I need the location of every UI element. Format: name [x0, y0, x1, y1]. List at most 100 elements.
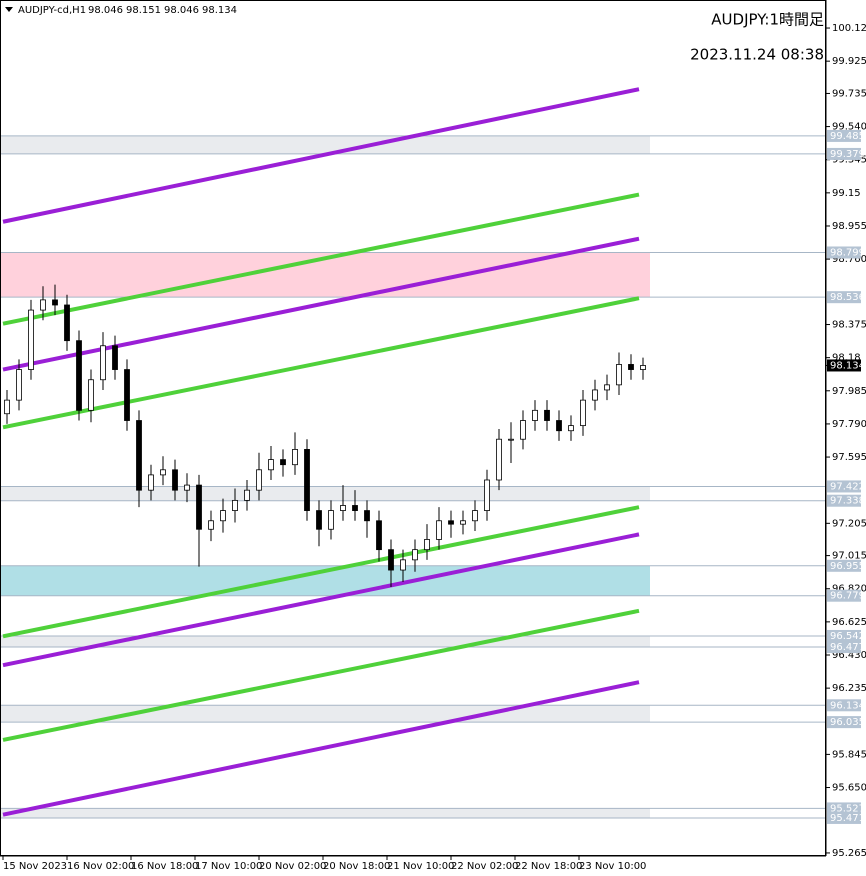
candle-body — [52, 299, 58, 306]
candle-body — [208, 520, 214, 530]
candle-body — [400, 559, 406, 571]
candle-body — [616, 364, 622, 386]
candle-body — [364, 510, 370, 522]
candle-body — [460, 520, 466, 525]
candle-body — [544, 409, 550, 421]
x-tick-label: 16 Nov 02:00 — [67, 861, 134, 872]
trend-line — [2, 505, 640, 639]
level-label: 96.134 — [830, 700, 865, 711]
candle-body — [136, 420, 142, 491]
candle-body — [28, 309, 34, 370]
trend-line — [2, 236, 640, 372]
x-tick-label: 22 Nov 18:00 — [515, 861, 582, 872]
header-value: 98.151 — [126, 5, 161, 16]
level-label: 97.422 — [830, 481, 865, 492]
level-label-bg — [827, 699, 861, 712]
candle-body — [100, 345, 106, 381]
candle-body — [112, 345, 118, 370]
y-tick-label: 96.235 — [832, 683, 866, 694]
y-tick-label: 99.540 — [832, 122, 866, 133]
candle-body — [436, 520, 442, 540]
level-label: 96.779 — [830, 591, 865, 602]
candle-body — [640, 365, 646, 370]
level-label-bg — [827, 641, 861, 654]
last-price-label: 98.134 — [830, 360, 865, 371]
level-label-bg — [827, 716, 861, 729]
level-label-bg — [827, 559, 861, 572]
y-tick-label: 96.430 — [832, 650, 866, 661]
level-label-bg — [827, 147, 861, 160]
candle-body — [604, 384, 610, 391]
header-value: 98.046 — [164, 5, 199, 16]
candle-body — [220, 510, 226, 522]
header: AUDJPY-cd,H1 AUDJPY:1時間足 2023.11.24 08:3… — [5, 5, 824, 64]
last-price-bg — [827, 359, 861, 372]
candle-body — [376, 520, 382, 551]
level-label-bg — [827, 589, 861, 602]
header-symbol: AUDJPY-cd,H1 — [18, 5, 86, 16]
trend-lines — [2, 87, 640, 817]
trend-line — [2, 532, 640, 668]
trend-line — [2, 680, 640, 817]
y-tick-label: 98.18 — [832, 353, 861, 364]
trend-line — [2, 87, 640, 224]
level-label: 96.035 — [830, 717, 865, 728]
candle-body — [352, 505, 358, 511]
annotation: 2023.11.24 08:38 — [690, 46, 824, 64]
candle-body — [232, 499, 238, 511]
level-label: 98.536 — [830, 292, 865, 303]
candle-body — [292, 449, 298, 466]
header-value: 98.046 — [88, 5, 123, 16]
y-tick-label: 100.120 — [832, 23, 866, 34]
candle-body — [256, 469, 262, 491]
y-tick-label: 98.375 — [832, 320, 866, 331]
plot-frame — [0, 0, 826, 856]
candle-body — [64, 304, 70, 342]
candle-body — [340, 505, 346, 511]
x-tick-label: 17 Nov 10:00 — [195, 861, 262, 872]
candle-body — [4, 399, 10, 415]
level-label: 96.955 — [830, 561, 865, 572]
y-tick-label: 98.955 — [832, 221, 866, 232]
x-tick-label: 22 Nov 02:00 — [451, 861, 518, 872]
y-tick-label: 99.15 — [832, 188, 861, 199]
zone — [0, 635, 650, 648]
candle-body — [184, 484, 190, 491]
candle-body — [88, 379, 94, 411]
candle-body — [412, 549, 418, 561]
candle-body — [484, 479, 490, 511]
x-tick-label: 15 Nov 2023 — [3, 861, 67, 872]
candle-body — [592, 389, 598, 401]
level-label: 95.527 — [830, 803, 865, 814]
trend-line — [2, 296, 640, 430]
candle-body — [148, 474, 154, 491]
candle-body — [496, 438, 502, 481]
y-tick-label: 97.205 — [832, 518, 866, 529]
trend-line — [2, 608, 640, 742]
candle-body — [316, 510, 322, 530]
level-label: 98.799 — [830, 247, 865, 258]
level-label-bg — [827, 629, 861, 642]
candle-body — [424, 539, 430, 551]
x-tick-label: 16 Nov 18:00 — [131, 861, 198, 872]
candle-body — [124, 369, 130, 421]
zone — [0, 486, 650, 501]
y-tick-label: 97.595 — [832, 452, 866, 463]
level-label: 99.379 — [830, 149, 865, 160]
candle-body — [280, 459, 286, 466]
x-tick-label: 21 Nov 10:00 — [387, 861, 454, 872]
y-tick-label: 99.925 — [832, 56, 866, 67]
level-label-bg — [827, 246, 861, 259]
candle-body — [628, 364, 634, 370]
y-tick-label: 96.820 — [832, 584, 866, 595]
candle-body — [580, 399, 586, 427]
level-label-bg — [827, 811, 861, 824]
level-label-bg — [827, 494, 861, 507]
y-tick-label: 95.650 — [832, 783, 866, 794]
level-label-bg — [827, 291, 861, 304]
candle-body — [568, 425, 574, 432]
candle-body — [172, 469, 178, 491]
y-tick-label: 97.985 — [832, 386, 866, 397]
